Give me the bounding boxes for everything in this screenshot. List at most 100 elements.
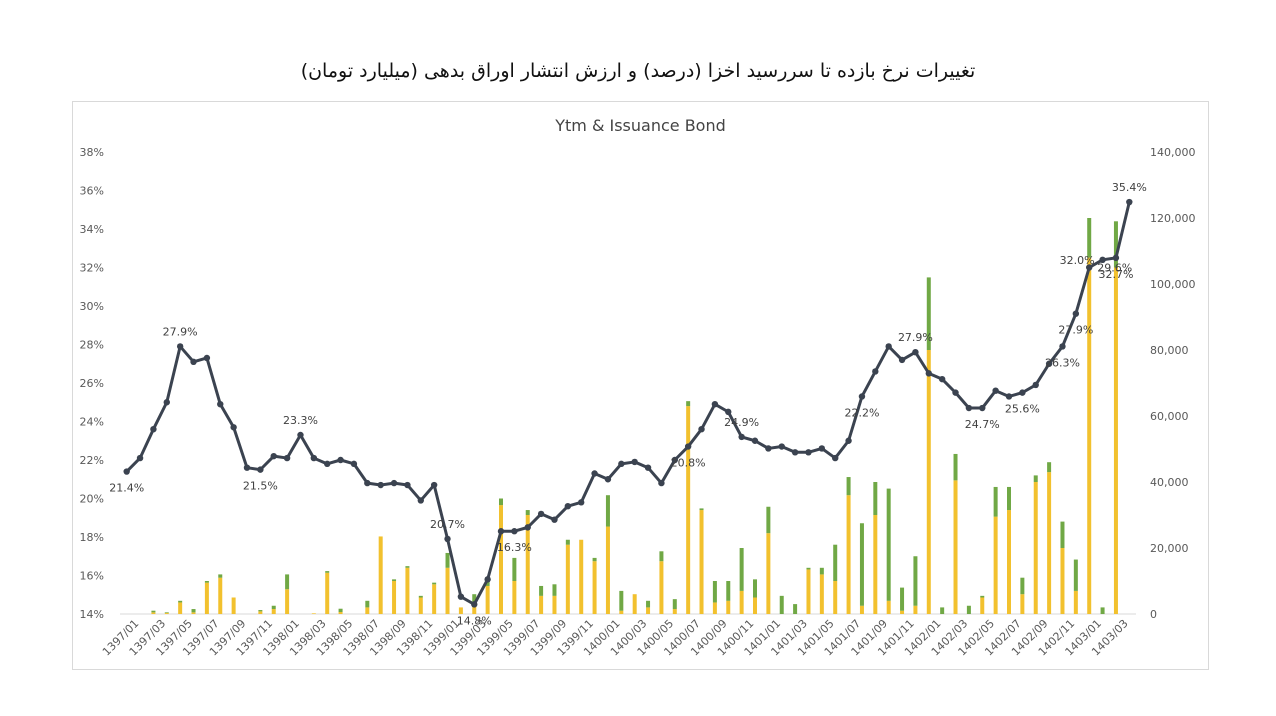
bar-green	[966, 605, 971, 614]
ytm-point	[310, 454, 318, 462]
ytm-point	[350, 460, 358, 468]
right-axis-tick-label: 140,000	[1150, 146, 1196, 159]
bar-yellow	[579, 539, 584, 614]
bar-green	[819, 567, 824, 575]
bar-yellow	[191, 612, 196, 614]
ytm-point	[537, 510, 545, 518]
ytm-point	[203, 354, 211, 362]
bar-yellow	[258, 611, 263, 614]
ytm-line	[125, 201, 1131, 606]
bar-green	[204, 581, 209, 583]
bar-green	[151, 610, 156, 613]
bar-yellow	[1047, 472, 1052, 614]
bar-yellow	[699, 510, 704, 614]
ytm-point	[818, 445, 826, 452]
bar-yellow	[552, 595, 557, 614]
bar-green	[686, 401, 691, 407]
bar-green	[1113, 221, 1118, 268]
bar-green	[525, 510, 530, 515]
bar-green	[806, 567, 811, 570]
bar-green	[846, 477, 851, 496]
bar-yellow	[980, 597, 985, 614]
bar-green	[499, 498, 503, 506]
ytm-point	[217, 400, 224, 408]
bar-yellow	[686, 406, 691, 614]
ytm-point	[324, 460, 331, 468]
bar-green	[913, 556, 918, 606]
ytm-point	[1059, 343, 1066, 350]
bar-green	[726, 581, 731, 601]
ytm-point	[457, 593, 465, 600]
bar-yellow	[819, 574, 824, 614]
bar-yellow	[592, 561, 597, 614]
bar-yellow	[472, 605, 477, 614]
ytm-point	[591, 470, 598, 477]
ytm-point	[150, 426, 157, 433]
ytm-data-label: 20.8%	[671, 457, 706, 470]
bar-green	[1073, 559, 1078, 591]
ytm-point	[578, 499, 585, 506]
bar-green	[1087, 218, 1092, 258]
ytm-point	[1086, 264, 1093, 271]
right-axis-tick-label: 60,000	[1150, 410, 1189, 423]
ytm-point	[243, 464, 251, 471]
chart-title: Ytm & Issuance Bond	[555, 116, 726, 135]
left-axis-tick-label: 28%	[80, 339, 104, 352]
bar-green	[565, 539, 570, 545]
ytm-point	[604, 476, 612, 483]
bar-green	[405, 566, 410, 568]
ytm-point	[872, 368, 879, 375]
bar-yellow	[378, 536, 383, 614]
ytm-point	[791, 449, 799, 456]
bar-green	[472, 594, 477, 606]
bar-green	[392, 579, 397, 581]
bar-green	[1100, 607, 1105, 614]
ytm-point	[979, 404, 986, 412]
ytm-point	[430, 481, 438, 489]
chart-frame: Ytm & Issuance Bond 14% 16% 18% 20% 22% 24% 26…	[72, 101, 1209, 670]
bar-green	[886, 488, 891, 601]
ytm-point	[257, 466, 264, 473]
bar-yellow	[164, 613, 169, 614]
bar-yellow	[405, 567, 410, 614]
bar-yellow	[445, 567, 450, 614]
ytm-point	[698, 426, 705, 433]
bar-yellow	[646, 607, 651, 614]
ytm-data-label: 27.9%	[163, 325, 198, 338]
bar-yellow	[846, 495, 851, 614]
bar-yellow	[499, 505, 503, 614]
right-axis-tick-label: 120,000	[1150, 212, 1196, 225]
ytm-point	[337, 456, 344, 464]
ytm-data-label: 22.2%	[844, 406, 879, 419]
left-axis-tick-label: 18%	[80, 531, 104, 544]
ytm-point	[965, 404, 973, 412]
bar-yellow	[365, 607, 370, 614]
left-axis-tick-label: 24%	[80, 416, 104, 429]
ytm-point	[484, 576, 491, 583]
ytm-data-label: 24.7%	[965, 418, 1000, 431]
ytm-data-label: 35.4%	[1112, 181, 1147, 194]
ytm-point	[511, 528, 518, 535]
bar-yellow	[605, 526, 610, 614]
ytm-point	[885, 343, 892, 350]
bar-yellow	[632, 594, 637, 614]
right-axis-tick-label: 100,000	[1150, 278, 1196, 291]
bar-green	[646, 600, 651, 608]
bar-yellow	[458, 607, 463, 614]
ytm-point	[390, 479, 398, 487]
bar-yellow	[953, 480, 958, 614]
ytm-point	[845, 437, 852, 444]
bar-green	[753, 579, 757, 598]
bar-green	[833, 544, 838, 581]
bar-yellow	[178, 602, 183, 614]
ytm-data-label: 29.6%	[1097, 262, 1132, 275]
ytm-point	[671, 456, 678, 464]
left-axis-tick-label: 30%	[80, 300, 104, 313]
bar-green	[365, 600, 370, 608]
bar-green	[659, 551, 664, 562]
bar-yellow	[1060, 548, 1065, 614]
ytm-point	[270, 452, 277, 460]
ytm-point	[912, 349, 919, 356]
bar-green	[619, 590, 624, 611]
ytm-point	[618, 460, 625, 468]
